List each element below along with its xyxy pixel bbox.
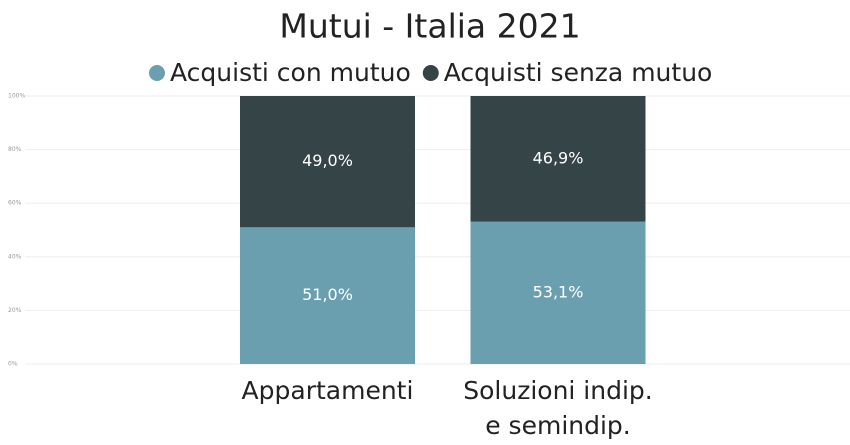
y-tick-label: 60%	[8, 200, 22, 207]
bar-segment	[240, 227, 415, 364]
y-tick-label: 80%	[8, 146, 22, 153]
value-label: 46,9%	[533, 148, 584, 167]
value-label: 53,1%	[533, 282, 584, 301]
value-label: 49,0%	[302, 151, 353, 170]
legend-label: Acquisti senza mutuo	[444, 58, 713, 87]
y-tick-label: 100%	[8, 93, 25, 100]
bar-segment	[240, 96, 415, 228]
x-tick-label: Appartamenti	[241, 376, 414, 405]
y-tick-label: 20%	[8, 307, 22, 314]
legend-marker	[422, 65, 439, 81]
legend-label: Acquisti con mutuo	[170, 58, 411, 87]
x-tick-label: Soluzioni indip. e semindip.	[463, 376, 653, 440]
y-tick-label: 40%	[8, 253, 22, 260]
chart-title: Mutui - Italia 2021	[279, 7, 580, 46]
y-tick-label: 0%	[8, 361, 18, 368]
bar-segment	[470, 221, 646, 364]
bar-segment	[470, 96, 646, 222]
legend-marker	[149, 65, 165, 81]
value-label: 51,0%	[302, 285, 353, 304]
